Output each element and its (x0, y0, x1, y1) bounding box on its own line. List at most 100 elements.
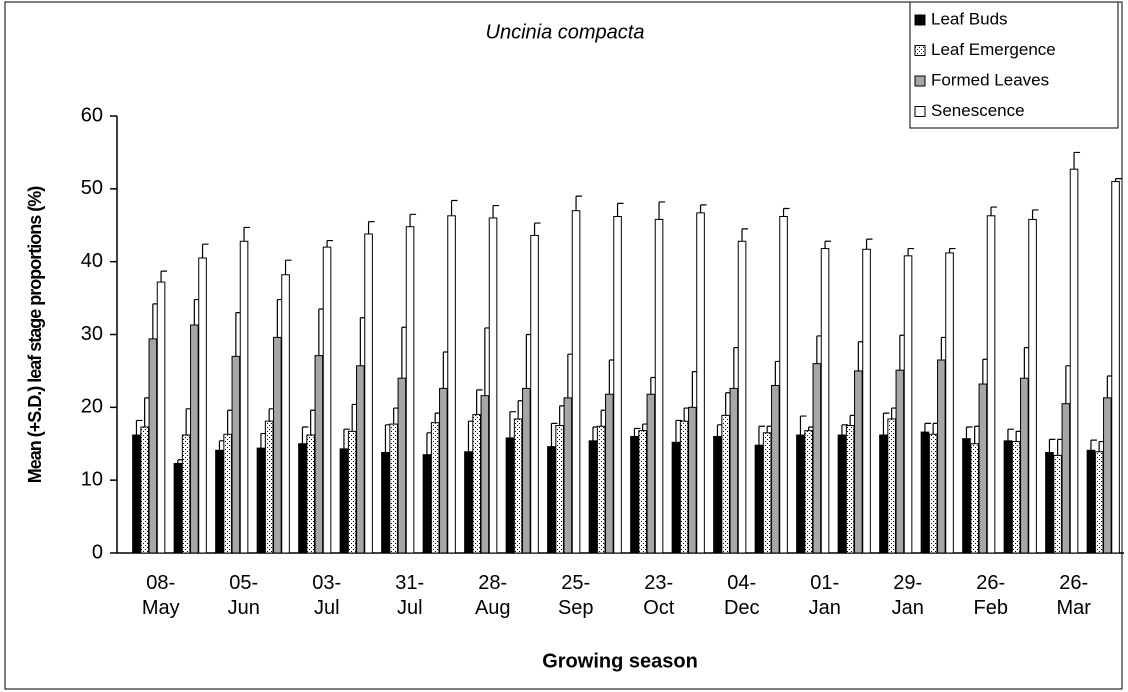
legend-swatch (914, 14, 926, 26)
y-tick-label: 0 (92, 541, 103, 563)
bar (796, 434, 805, 554)
bar (555, 425, 564, 554)
legend-swatch (914, 75, 926, 87)
bar (132, 434, 141, 554)
bar (547, 446, 556, 554)
bar (920, 431, 930, 554)
bar (264, 420, 274, 554)
bar (854, 370, 863, 554)
bar (754, 444, 764, 554)
error-bar (841, 424, 848, 436)
error-bar (782, 207, 790, 217)
bar (986, 215, 996, 554)
bar (223, 433, 232, 554)
bar (962, 438, 971, 554)
legend-box (909, 1, 1119, 129)
x-tick-label: 08-May (141, 572, 180, 619)
bar (281, 274, 290, 554)
y-tick-label: 10 (81, 468, 103, 490)
error-bar (758, 425, 765, 446)
bar (422, 454, 432, 554)
error-bar (924, 422, 931, 433)
error-bar (367, 221, 375, 234)
bar (679, 420, 689, 554)
chart-title: Uncinia compacta (486, 21, 645, 43)
error-bar (675, 419, 682, 443)
bar (1069, 168, 1079, 554)
bar (322, 246, 332, 554)
bar (646, 393, 656, 554)
legend-label: Leaf Buds (931, 9, 1008, 28)
error-bar (284, 259, 292, 275)
error-bar (509, 411, 516, 438)
bar (638, 430, 647, 554)
legend-label: Senescence (931, 101, 1025, 120)
bar (1011, 441, 1021, 554)
bar (970, 443, 979, 554)
error-bar (135, 419, 143, 436)
error-bar (990, 206, 998, 216)
bar (696, 212, 705, 554)
bar (356, 365, 365, 554)
error-bar (907, 247, 915, 256)
error-bar (550, 422, 558, 447)
x-tick-label: 05-Jun (227, 572, 260, 619)
x-tick-label: 31-Jul (395, 572, 425, 619)
bar (571, 210, 581, 554)
y-tick-label: 50 (81, 177, 103, 199)
bar (239, 240, 249, 554)
error-bar (1073, 151, 1081, 170)
error-bar (326, 239, 334, 248)
bar (1103, 397, 1112, 554)
bar (447, 215, 456, 554)
error-bar (948, 247, 956, 253)
bar (256, 447, 266, 554)
bar (381, 451, 390, 554)
x-tick-label: 04-Dec (723, 572, 760, 619)
bar (903, 255, 913, 554)
bar (1003, 440, 1013, 554)
bar (1045, 451, 1054, 554)
error-bar (243, 226, 251, 242)
legend-swatch (914, 45, 926, 56)
y-tick-label: 40 (81, 250, 103, 272)
error-bar (476, 389, 483, 415)
bar (430, 422, 440, 554)
bar (713, 435, 722, 554)
bar (364, 233, 373, 554)
bar (530, 234, 539, 554)
x-tick-label: 01-Jan (808, 572, 841, 619)
bar (588, 440, 598, 554)
error-bar (1048, 438, 1056, 453)
bar (464, 451, 473, 554)
bar (231, 355, 241, 554)
bar (820, 248, 830, 554)
error-bar (699, 204, 707, 213)
bar (397, 377, 407, 554)
error-bar (492, 204, 500, 218)
bar (630, 435, 639, 554)
bar (928, 433, 938, 554)
bar (879, 434, 888, 554)
bar (190, 324, 199, 554)
error-bar (882, 412, 890, 436)
error-bar (633, 427, 641, 437)
error-bar (1114, 178, 1122, 182)
x-tick-label: 28-Aug (474, 572, 511, 619)
bar (563, 397, 573, 554)
y-tick-label: 60 (81, 104, 103, 126)
y-tick-label: 30 (81, 323, 103, 345)
bar (1111, 181, 1120, 554)
bar (1053, 454, 1062, 554)
bar (729, 387, 739, 554)
bar (522, 387, 531, 554)
bar (140, 426, 149, 554)
x-axis-label: Growing season (542, 650, 698, 672)
bar (945, 252, 954, 554)
bar (654, 218, 664, 554)
error-bar (1007, 428, 1014, 441)
bar (389, 423, 398, 554)
error-bar (450, 199, 458, 216)
bar (198, 257, 207, 554)
